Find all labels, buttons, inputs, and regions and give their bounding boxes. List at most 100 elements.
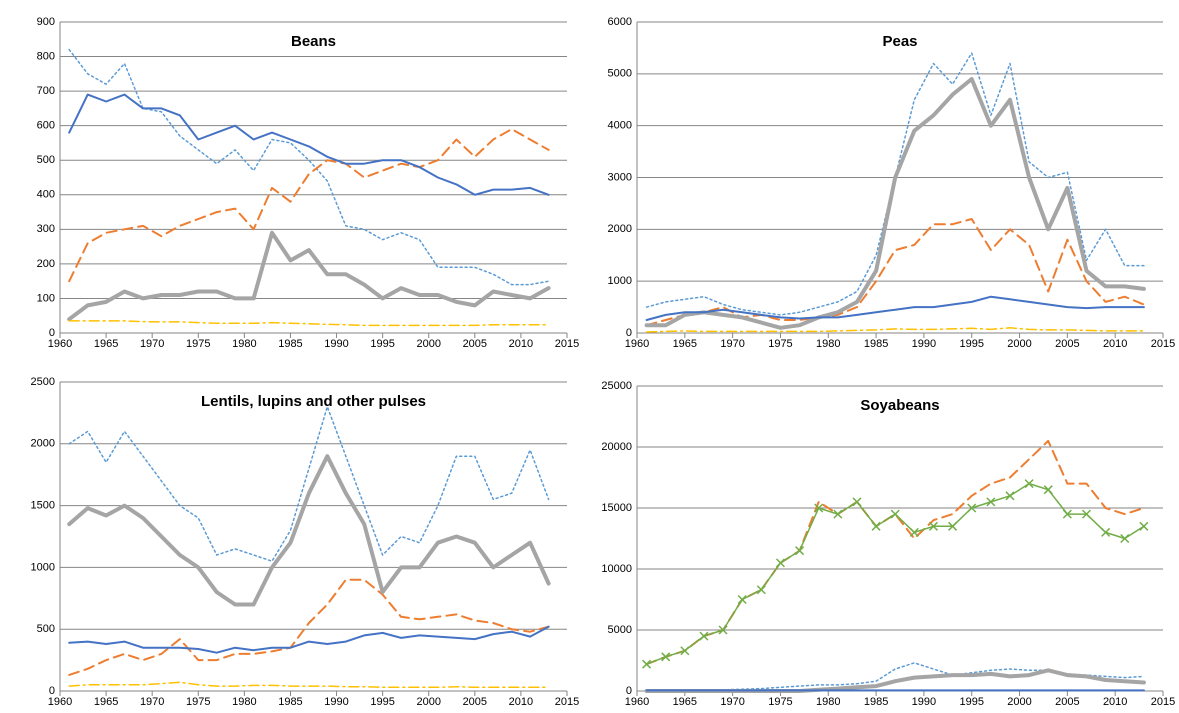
- y-tick-label: 500: [37, 154, 55, 166]
- x-tick-label: 1995: [370, 696, 394, 708]
- x-tick-label: 1975: [768, 338, 792, 350]
- x-tick-label: 1960: [48, 338, 72, 350]
- x-tick-label: 2000: [416, 696, 440, 708]
- x-tick-label: 1960: [625, 338, 649, 350]
- x-tick-label: 1995: [959, 338, 983, 350]
- x-tick-label: 1985: [864, 696, 888, 708]
- x-tick-label: 2000: [1007, 696, 1031, 708]
- x-tick-label: 1960: [625, 696, 649, 708]
- y-tick-label: 100: [37, 292, 55, 304]
- x-tick-label: 1995: [959, 696, 983, 708]
- y-tick-label: 900: [37, 16, 55, 28]
- series-line: [68, 320, 550, 327]
- y-tick-label: 0: [626, 327, 632, 339]
- y-tick-label: 0: [49, 327, 55, 339]
- y-tick-label: 700: [37, 85, 55, 97]
- marker: [890, 509, 900, 519]
- x-tick-label: 1970: [140, 338, 164, 350]
- x-tick-label: 1975: [768, 696, 792, 708]
- x-tick-label: 1990: [912, 696, 936, 708]
- y-tick-label: 6000: [608, 16, 632, 28]
- y-tick-label: 0: [626, 685, 632, 697]
- y-tick-label: 200: [37, 258, 55, 270]
- x-tick-label: 2015: [555, 338, 579, 350]
- marker: [1081, 509, 1092, 519]
- x-tick-label: 1990: [324, 696, 348, 708]
- marker: [756, 585, 766, 595]
- marker: [775, 558, 785, 568]
- marker: [1005, 491, 1015, 501]
- x-tick-label: 2010: [1103, 338, 1127, 350]
- x-tick-label: 1980: [816, 696, 840, 708]
- y-tick-label: 5000: [608, 68, 632, 80]
- marker: [661, 652, 671, 662]
- series-line: [68, 578, 550, 676]
- marker: [928, 521, 939, 531]
- x-tick-label: 2010: [509, 338, 533, 350]
- x-tick-label: 1985: [278, 338, 302, 350]
- marker: [814, 503, 824, 513]
- x-tick-label: 1975: [186, 696, 210, 708]
- marker: [1139, 521, 1149, 531]
- chart-title: Soyabeans: [860, 397, 939, 414]
- x-tick-label: 1985: [864, 338, 888, 350]
- y-tick-label: 800: [37, 50, 55, 62]
- marker: [1120, 533, 1130, 544]
- marker: [737, 594, 747, 605]
- x-tick-label: 1960: [48, 696, 72, 708]
- x-tick-label: 1965: [673, 696, 697, 708]
- y-tick-label: 5000: [608, 624, 632, 636]
- series-line: [68, 681, 550, 689]
- series-line: [68, 93, 550, 196]
- y-tick-label: 500: [37, 623, 55, 635]
- x-tick-label: 1980: [232, 696, 256, 708]
- x-tick-label: 2005: [463, 696, 487, 708]
- y-tick-label: 1500: [31, 500, 55, 512]
- x-tick-label: 1990: [912, 338, 936, 350]
- y-tick-label: 2000: [608, 223, 632, 235]
- chart-panel: 0 5000 10000 15000 20000 25000 1960 1965 1970 197…: [601, 380, 1175, 708]
- y-tick-label: 10000: [601, 563, 632, 575]
- x-tick-label: 2000: [416, 338, 440, 350]
- y-tick-label: 2500: [31, 376, 55, 388]
- x-tick-label: 1965: [94, 696, 118, 708]
- x-tick-label: 2010: [509, 696, 533, 708]
- marker: [642, 659, 652, 669]
- y-tick-label: 400: [37, 189, 55, 201]
- x-tick-label: 2015: [1151, 696, 1175, 708]
- marker: [833, 509, 843, 519]
- y-tick-label: 1000: [31, 561, 55, 573]
- series-line: [68, 625, 550, 654]
- y-tick-label: 15000: [601, 502, 632, 514]
- marker: [1043, 485, 1053, 495]
- marker: [909, 527, 919, 537]
- y-tick-label: 3000: [608, 171, 632, 183]
- marker: [852, 497, 862, 507]
- x-tick-label: 1970: [720, 338, 744, 350]
- x-tick-label: 2000: [1007, 338, 1031, 350]
- series-line: [68, 405, 550, 562]
- y-tick-label: 2000: [31, 438, 55, 450]
- x-tick-label: 1970: [140, 696, 164, 708]
- marker: [680, 646, 690, 656]
- chart-title: Peas: [882, 33, 917, 50]
- marker: [967, 503, 977, 513]
- marker: [871, 521, 881, 531]
- x-tick-label: 2005: [463, 338, 487, 350]
- y-tick-label: 300: [37, 223, 55, 235]
- y-tick-label: 20000: [601, 441, 632, 453]
- marker: [795, 546, 805, 556]
- y-tick-label: 600: [37, 120, 55, 132]
- series-line: [644, 668, 1146, 693]
- chart-title: Lentils, lupins and other pulses: [201, 393, 426, 410]
- x-tick-label: 1975: [186, 338, 210, 350]
- x-tick-label: 2005: [1055, 696, 1079, 708]
- series-line: [644, 77, 1146, 330]
- x-tick-label: 2015: [555, 696, 579, 708]
- series-line: [645, 295, 1145, 321]
- marker: [948, 521, 958, 531]
- marker: [699, 631, 709, 641]
- chart-panel: 0 100 200 300 400 500 600 700 800 900 1960 1965 1970…: [37, 16, 580, 350]
- x-tick-label: 1995: [370, 338, 394, 350]
